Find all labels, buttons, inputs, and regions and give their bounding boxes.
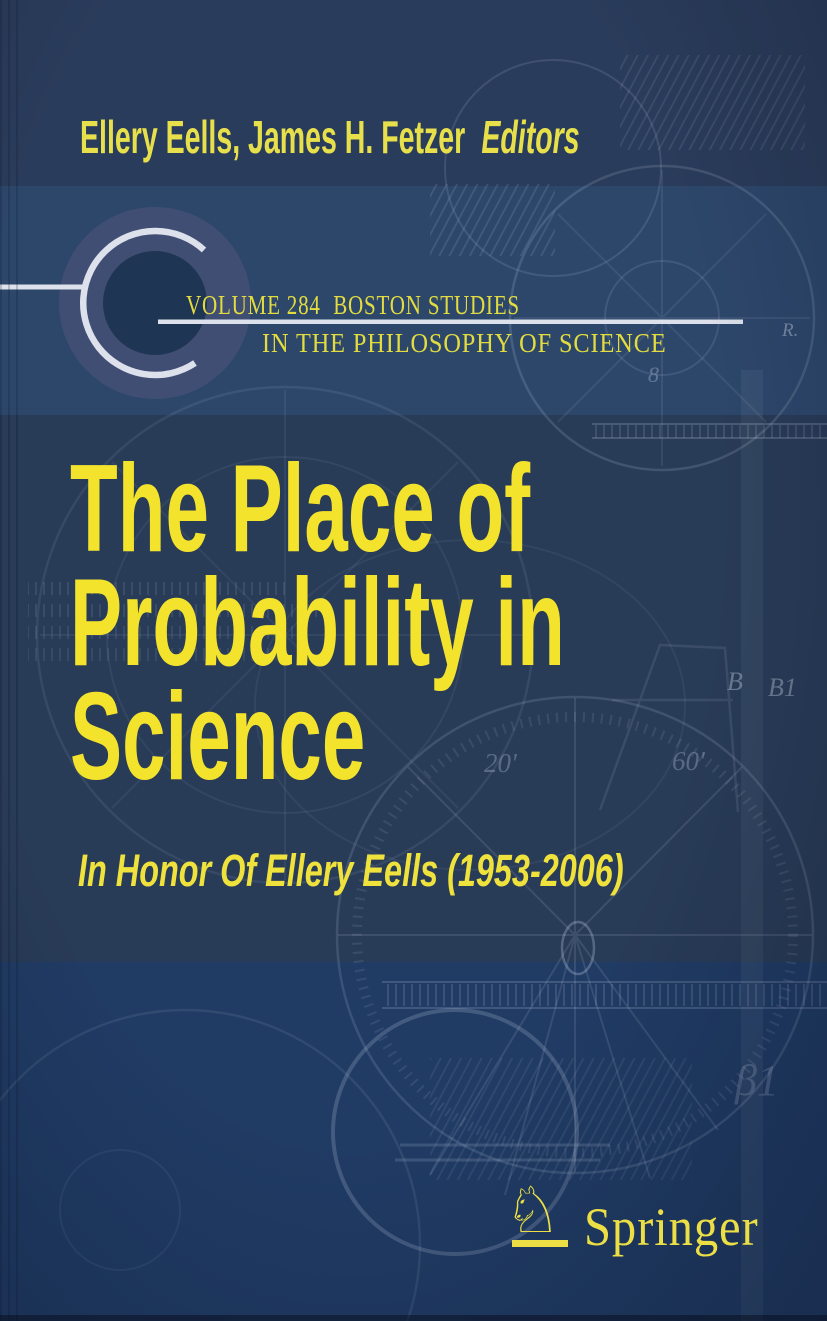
logo-left-rule [0, 284, 86, 290]
logo-right-rule [158, 319, 743, 324]
spine-crease-shadow [0, 0, 22, 1321]
svg-text:20': 20' [484, 748, 518, 778]
series-name-part2: IN THE PHILOSOPHY OF SCIENCE [262, 328, 667, 358]
bottom-edge-shadow [0, 1315, 827, 1321]
svg-text:60': 60' [672, 746, 706, 776]
logo-inner-hole [103, 251, 207, 355]
title-line-3: Science [70, 668, 366, 806]
title-line-1: The Place of [70, 440, 531, 578]
author-names: Ellery Eells, James H. Fetzer [80, 111, 466, 163]
svg-text:8: 8 [648, 362, 659, 387]
sketch-strokes [0, 55, 827, 1321]
editors-label: Editors [481, 111, 580, 163]
svg-text:β1: β1 [734, 1056, 779, 1105]
title-line-2: Probability in [70, 554, 565, 692]
author-line: Ellery Eells, James H. Fetzer Editors [80, 110, 580, 164]
background-middle-section [0, 415, 827, 962]
svg-text:B1: B1 [768, 673, 797, 702]
springer-horse-knight-icon: ♘ [504, 1174, 562, 1248]
springer-logo-bar [512, 1240, 568, 1247]
sketch-handwriting: R. 8 B B1 20' 60' β1 [484, 320, 798, 1105]
book-title: The Place of Probability in Science [70, 440, 565, 806]
logo-white-ring [80, 227, 207, 379]
series-band-line1: VOLUME 284 BOSTON STUDIES [186, 290, 520, 321]
volume-label: VOLUME 284 [186, 290, 321, 320]
series-name-part1: BOSTON STUDIES [333, 290, 520, 320]
series-circle-logo [0, 207, 743, 399]
svg-text:B: B [727, 667, 743, 696]
svg-text:R.: R. [781, 320, 798, 341]
book-subtitle: In Honor Of Ellery Eells (1953-2006) [78, 845, 624, 896]
publisher-wordmark: Springer [584, 1197, 759, 1257]
